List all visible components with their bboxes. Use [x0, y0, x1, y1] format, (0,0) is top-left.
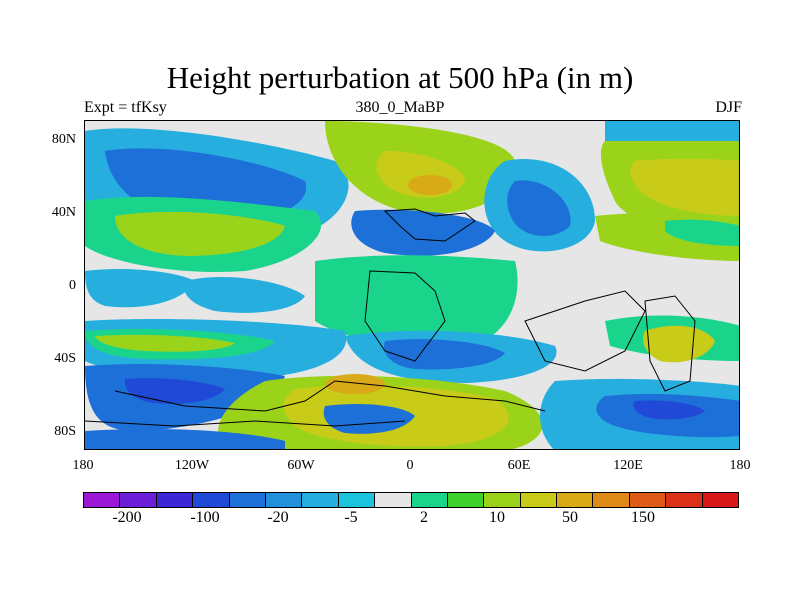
- contour-south-low-center: [323, 404, 415, 434]
- period-label: 380_0_MaBP: [355, 99, 445, 116]
- colorbar-label-2: 2: [420, 509, 428, 526]
- x-label-180e: 180: [729, 458, 751, 473]
- colorbar-swatch-4: [229, 493, 266, 507]
- x-label-60w: 60W: [287, 458, 315, 473]
- colorbar-swatch-17: [702, 493, 739, 507]
- experiment-label: Expt = tfKsy: [84, 99, 167, 116]
- coastline-west: [383, 208, 476, 242]
- contour-40n-low: [351, 209, 495, 256]
- y-label-40n: 40N: [51, 205, 76, 220]
- contour-northeast-low: [605, 121, 739, 141]
- colorbar-label-150: 150: [631, 509, 655, 526]
- y-label-0: 0: [69, 278, 76, 293]
- x-label-60e: 60E: [507, 458, 531, 473]
- contour-north-high-peak: [408, 175, 452, 195]
- x-label-0: 0: [406, 458, 414, 473]
- colorbar-swatch-6: [302, 493, 339, 507]
- colorbar-swatch-14: [593, 493, 630, 507]
- colorbar-swatch-10: [447, 493, 485, 507]
- colorbar-swatch-12: [520, 493, 558, 507]
- contour-field: [85, 121, 739, 449]
- colorbar-swatch-16: [666, 493, 703, 507]
- y-label-40s: 40S: [54, 351, 76, 366]
- season-label: DJF: [715, 99, 742, 116]
- colorbar-label-50: 50: [562, 509, 578, 526]
- colorbar-swatch-5: [265, 493, 303, 507]
- coastline-antarctic: [85, 420, 406, 427]
- contour-south-bottom: [85, 429, 285, 449]
- contour-40n-low-east: [665, 219, 739, 246]
- colorbar-label-10: 10: [489, 509, 505, 526]
- coastline-south-west: [114, 380, 546, 412]
- x-label-120e: 120E: [613, 458, 643, 473]
- contour-north-low-center-core: [507, 180, 571, 237]
- map-panel: [84, 120, 740, 450]
- y-label-80s: 80S: [54, 424, 76, 439]
- x-label-180w: 180: [72, 458, 94, 473]
- colorbar-swatch-11: [484, 493, 521, 507]
- colorbar-label-neg100: -100: [190, 509, 220, 526]
- coastline-southeast: [644, 295, 696, 392]
- x-label-120w: 120W: [174, 458, 210, 473]
- colorbar-swatch-13: [557, 493, 594, 507]
- colorbar: [83, 492, 739, 508]
- colorbar-swatch-9: [411, 493, 448, 507]
- colorbar-label-neg20: -20: [267, 509, 289, 526]
- y-label-80n: 80N: [51, 132, 76, 147]
- contour-south-low-east-peak: [633, 400, 705, 420]
- contour-equator-low: [85, 269, 195, 308]
- colorbar-label-neg200: -200: [112, 509, 142, 526]
- contour-equator-green: [315, 255, 518, 348]
- contour-north-high-east-core: [630, 158, 739, 216]
- colorbar-swatch-3: [193, 493, 230, 507]
- contour-40s-lowc-core: [384, 339, 505, 370]
- contour-40s-east-high: [643, 325, 715, 363]
- contour-40s-yellow: [95, 334, 235, 352]
- contour-south-high-peak: [325, 374, 385, 394]
- colorbar-swatch-7: [338, 493, 376, 507]
- contour-40n-high-core: [115, 211, 285, 256]
- colorbar-swatch-1: [120, 493, 157, 507]
- colorbar-label-neg5: -5: [344, 509, 358, 526]
- contour-equator-low-2: [184, 276, 305, 313]
- colorbar-swatch-0: [84, 493, 121, 507]
- colorbar-swatch-2: [156, 493, 194, 507]
- colorbar-swatch-8: [375, 493, 412, 507]
- plot-title: Height perturbation at 500 hPa (in m): [166, 60, 634, 95]
- coastline-east: [524, 290, 646, 372]
- colorbar-swatch-15: [629, 493, 667, 507]
- contour-south-low-core: [124, 378, 225, 404]
- coastline-africa: [364, 270, 446, 362]
